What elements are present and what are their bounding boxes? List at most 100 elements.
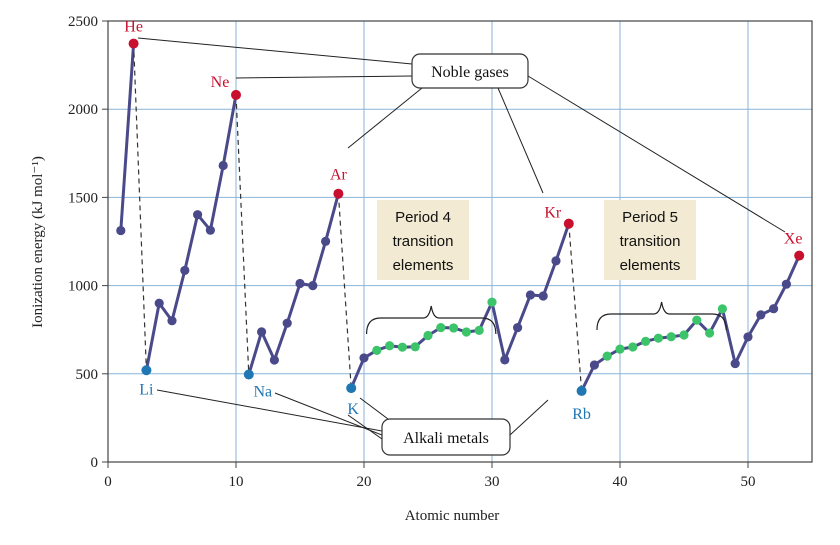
series-line — [247, 193, 340, 375]
noble-gas-label: Ne — [211, 74, 230, 91]
data-point — [193, 210, 203, 220]
data-point — [730, 358, 740, 369]
data-point — [500, 355, 510, 365]
y-tick-label: 1000 — [68, 279, 98, 295]
y-tick-label: 500 — [76, 367, 99, 383]
transition-element-point — [410, 342, 420, 352]
period-box — [604, 200, 696, 280]
data-point — [538, 291, 548, 301]
transition-brace — [365, 305, 497, 335]
data-point — [180, 265, 190, 276]
x-tick-label: 20 — [357, 474, 372, 490]
transition-element-point — [692, 315, 702, 325]
noble-gas-label: Ar — [330, 167, 348, 184]
x-tick-label: 0 — [104, 474, 112, 490]
alkali-metal-leader — [359, 397, 389, 420]
data-point — [269, 355, 279, 365]
data-point — [781, 279, 792, 289]
x-axis-title: Atomic number — [405, 508, 500, 524]
x-tick-label: 30 — [485, 474, 500, 490]
period-box-text: transition — [393, 233, 454, 250]
transition-element-point — [679, 330, 689, 340]
transition-element-point — [653, 333, 664, 343]
annotations: Noble gases Alkali metals Period 4 transiti… — [365, 53, 727, 456]
transition-element-point — [385, 341, 395, 351]
period-connector — [133, 43, 147, 371]
element-labels: He Ne Ar Kr Xe Li Na K Rb — [124, 19, 802, 423]
data-point — [116, 225, 126, 236]
data-point — [167, 316, 177, 326]
y-tick-label: 0 — [91, 455, 99, 471]
period-box-text: elements — [620, 257, 681, 274]
y-tick-label: 2000 — [68, 102, 98, 118]
data-point — [308, 281, 318, 291]
noble-gas-point — [333, 188, 344, 199]
transition-element-point — [461, 327, 471, 337]
noble-gas-label: Xe — [784, 231, 803, 248]
data-point — [743, 332, 753, 342]
data-point — [218, 160, 228, 171]
alkali-metal-point — [141, 365, 152, 376]
noble-gas-point — [128, 38, 139, 49]
alkali-metal-label: Na — [253, 384, 272, 401]
data-points — [116, 38, 805, 396]
noble-gas-leader — [527, 75, 786, 233]
transition-element-point — [423, 330, 433, 341]
transition-element-point — [487, 297, 497, 307]
series-line — [119, 43, 136, 231]
period-box-text: Period 4 — [395, 209, 451, 226]
data-point — [756, 310, 766, 320]
alkali-metals-callout-text: Alkali metals — [403, 430, 489, 447]
y-tick-label: 2500 — [68, 14, 98, 30]
period-box-text: elements — [393, 257, 454, 274]
y-axis-title: Ionization energy (kJ mol⁻¹) — [30, 156, 46, 328]
transition-element-point — [615, 344, 625, 354]
transition-element-point — [397, 342, 407, 352]
noble-gas-point — [794, 250, 805, 261]
data-point — [295, 278, 305, 289]
noble-gas-point — [231, 89, 241, 100]
data-point — [257, 327, 267, 337]
alkali-metal-point — [346, 383, 357, 394]
x-tick-label: 10 — [229, 474, 244, 490]
noble-gases-callout-box — [411, 53, 529, 89]
transition-element-point — [449, 323, 459, 333]
data-point — [525, 290, 536, 300]
noble-gases-callout-text: Noble gases — [431, 64, 509, 81]
alkali-metal-label: Li — [139, 381, 154, 398]
alkali-metal-leader — [156, 389, 383, 432]
alkali-metal-label: Rb — [572, 406, 591, 423]
alkali-metal-point — [576, 385, 587, 396]
data-point — [359, 353, 369, 363]
transition-brace — [596, 301, 727, 331]
transition-element-point — [717, 304, 728, 314]
transition-element-point — [641, 336, 651, 346]
alkali-metal-leader — [509, 399, 549, 436]
period-box-text: Period 5 — [622, 209, 678, 226]
data-point — [154, 298, 164, 308]
transition-element-point — [705, 328, 715, 338]
data-point — [321, 236, 331, 246]
transition-element-point — [372, 345, 382, 355]
noble-gas-leader — [497, 87, 544, 194]
period-box — [377, 200, 469, 280]
alkali-metal-label: K — [347, 401, 359, 418]
alkali-metals-callout-box — [381, 418, 511, 456]
transition-element-point — [436, 322, 446, 333]
alkali-metal-leader — [347, 414, 383, 440]
x-tick-label: 40 — [613, 474, 628, 490]
transition-element-point — [666, 332, 676, 342]
alkali-metal-leader — [274, 392, 383, 436]
series-line — [144, 94, 238, 371]
transition-element-point — [602, 351, 612, 361]
data-point — [769, 304, 779, 314]
y-tick-label: 1500 — [68, 190, 98, 206]
data-point — [589, 360, 600, 370]
x-tick-label: 50 — [741, 474, 756, 490]
noble-gas-label: Kr — [544, 205, 562, 222]
plot-frame — [107, 20, 813, 463]
transition-element-point — [628, 342, 638, 352]
noble-gas-leader — [235, 75, 413, 79]
